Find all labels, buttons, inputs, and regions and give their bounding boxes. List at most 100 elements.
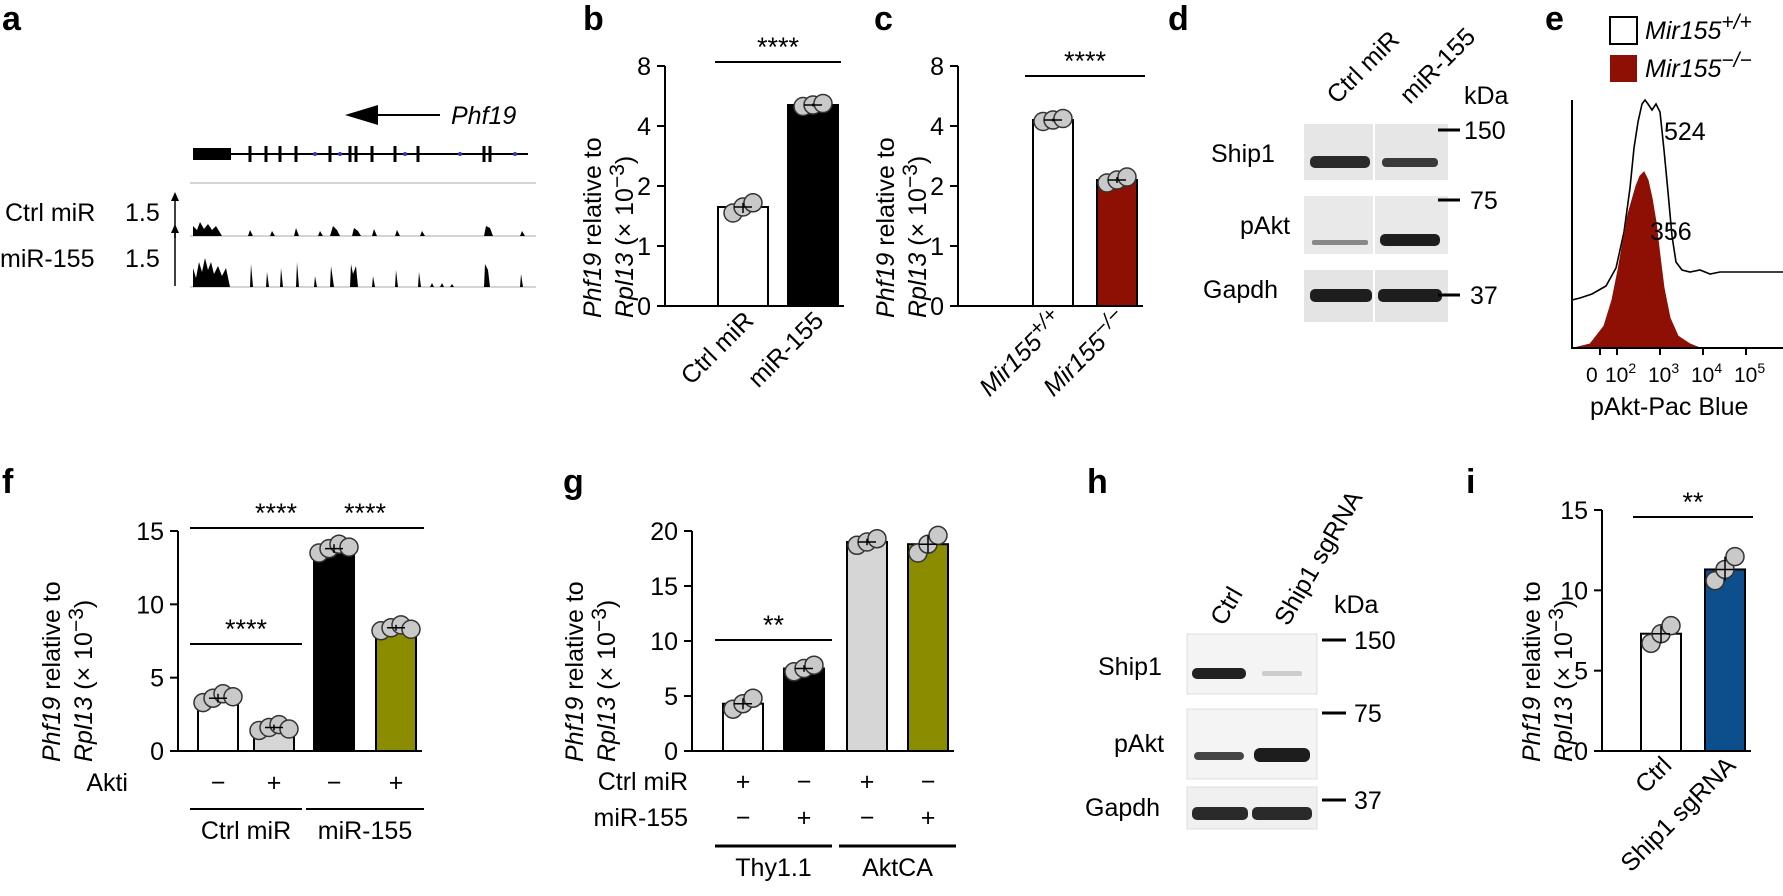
c-ytick-label: 4	[930, 113, 944, 141]
blot-image-h	[1186, 633, 1318, 830]
b-sig-stars: ****	[757, 32, 800, 62]
panel-g-letter: g	[563, 463, 584, 501]
xtick-1: 102	[1605, 360, 1636, 387]
gene-name: Phf19	[451, 102, 516, 130]
panel-f-letter: f	[2, 463, 14, 501]
histogram-plot	[1571, 98, 1783, 355]
f-ytick-label: 15	[136, 518, 164, 546]
panel-a: a Phf19 Ctrl miR 1.5 miR-155 1.5	[0, 0, 536, 288]
legend-swatch-wt	[1609, 16, 1638, 45]
c-sig-stars: ****	[1064, 46, 1107, 76]
xtick-4: 105	[1734, 360, 1765, 387]
c-point	[1117, 167, 1137, 187]
legend-swatch-ko	[1610, 55, 1637, 82]
f-ytick-label: 10	[136, 591, 164, 619]
blot-row-pakt: pAkt	[1240, 212, 1290, 240]
g-ytick-label: 10	[650, 628, 678, 656]
g-bar-1	[783, 667, 825, 752]
f-row-label: Akti	[86, 769, 128, 797]
f-point	[339, 537, 359, 557]
panel-b-ylabel-2: Rpl13 (× 10−3)	[606, 156, 639, 318]
panel-i-ylabel-2: Rpl13 (× 10−3)	[1545, 600, 1578, 762]
i-ytick-label: 10	[1560, 577, 1588, 605]
b-ytick-label: 0	[637, 293, 651, 321]
g-sig-stars: **	[763, 610, 785, 640]
g-point	[867, 528, 887, 549]
panel-b-ylabel: Phf19 relative to	[579, 137, 607, 318]
f-group-label: Ctrl miR	[201, 817, 291, 845]
panel-e-letter: e	[1545, 0, 1564, 38]
f-sign: +	[389, 769, 404, 797]
mfi-wt: 524	[1664, 118, 1706, 146]
marker-150: 150	[1464, 117, 1506, 145]
marker-37-h: 37	[1354, 787, 1382, 815]
b-bar-0	[717, 206, 769, 307]
xtick-0: 0	[1586, 364, 1598, 387]
legend-label-ko: Mir155−/−	[1645, 49, 1752, 83]
g-bar-3	[907, 543, 949, 753]
c-ytick-label: 2	[930, 173, 944, 201]
panel-b: b Phf19 relative to Rpl13 (× 10−3) 0 1 2 4 8…	[579, 0, 844, 393]
panel-f: f Phf19 relative to Rpl13 (× 10−3) 0 5 10 1…	[2, 463, 424, 845]
panel-i-letter: i	[1466, 463, 1475, 501]
g-sign-row2: +	[921, 804, 936, 832]
marker-150-h: 150	[1354, 627, 1396, 655]
g-group-label: AktCA	[862, 854, 933, 882]
i-point	[1725, 546, 1745, 567]
g-sign-row2: −	[860, 804, 875, 832]
kda-label: kDa	[1464, 82, 1509, 110]
track-scale-ctrl: 1.5	[125, 199, 160, 227]
g-point	[743, 688, 763, 708]
f-sign: −	[327, 769, 342, 797]
g-row-label-2: miR-155	[594, 804, 688, 832]
f-group-label: miR-155	[318, 817, 412, 845]
b-ytick-label: 4	[637, 113, 651, 141]
g-point	[804, 655, 824, 675]
blot-row-pakt-h: pAkt	[1114, 730, 1164, 758]
panel-a-letter: a	[2, 0, 22, 38]
g-row-label-1: Ctrl miR	[598, 768, 688, 796]
panel-d-letter: d	[1168, 0, 1189, 38]
f-sign: +	[267, 769, 282, 797]
marker-75-h: 75	[1354, 700, 1382, 728]
b-ytick-label: 8	[637, 53, 651, 81]
g-group-label: Thy1.1	[735, 854, 811, 882]
f-point	[223, 686, 243, 707]
b-bar-1	[787, 104, 839, 307]
c-bar-0	[1032, 119, 1074, 307]
c-ytick-label: 1	[930, 233, 944, 261]
g-bar-2	[846, 541, 888, 752]
g-point	[928, 525, 948, 546]
panel-f-ylabel: Phf19 relative to	[38, 581, 66, 762]
panel-f-ylabel-2: Rpl13 (× 10−3)	[65, 600, 98, 762]
track-label-ctrl: Ctrl miR	[5, 199, 95, 227]
panel-c-ylabel: Phf19 relative to	[872, 137, 900, 318]
chart-g: 0 5 10 15 20 ** Ctrl miR miR-155 + − + − − + − + Thy1.1 A…	[594, 518, 956, 882]
histogram-ko-fill	[1573, 171, 1701, 349]
panel-g: g Phf19 relative to Rpl13 (× 10−3) 0 5 10 1…	[561, 463, 956, 882]
b-ytick-label: 2	[637, 173, 651, 201]
panel-g-ylabel-2: Rpl13 (× 10−3)	[588, 600, 621, 762]
g-ytick-label: 0	[664, 738, 678, 766]
c-bar-1	[1096, 179, 1138, 307]
panel-c: c Phf19 relative to Rpl13 (× 10−3) 0 1 2 4 8…	[872, 0, 1145, 402]
blot-image-d	[1304, 124, 1448, 322]
lane-label-ctrl-h: Ctrl	[1205, 582, 1249, 630]
c-point	[1053, 108, 1073, 129]
i-bar-0	[1640, 632, 1682, 752]
i-ytick-label: 15	[1560, 497, 1588, 525]
f-ytick-label: 0	[150, 738, 164, 766]
g-sign-row2: −	[736, 804, 751, 832]
mfi-ko: 356	[1650, 218, 1692, 246]
blot-row-ship1-h: Ship1	[1098, 653, 1162, 681]
f-sig-stars: ****	[344, 498, 387, 528]
f-point	[401, 619, 421, 640]
i-category-label: Ship1 sgRNA	[1615, 751, 1741, 877]
panel-c-letter: c	[874, 0, 893, 38]
marker-37: 37	[1470, 282, 1498, 310]
b-point	[743, 193, 763, 213]
blot-row-gapdh-h: Gapdh	[1085, 794, 1160, 822]
blot-row-ship1: Ship1	[1211, 140, 1275, 168]
